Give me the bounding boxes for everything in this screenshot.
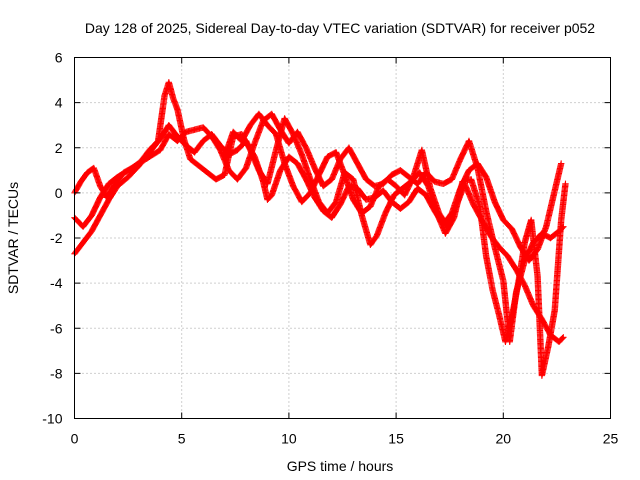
series-track-3	[71, 79, 569, 379]
y-tick-label: -6	[50, 320, 63, 336]
grid-lines	[74, 57, 611, 419]
x-axis-label: GPS time / hours	[287, 458, 394, 474]
y-tick-label: 0	[55, 185, 63, 201]
tick-labels: 0 5 10 15 20 25 -10 -8 -6 -4 -2 0 2 4 6	[42, 50, 618, 447]
data-point-marker	[557, 160, 565, 167]
x-tick-label: 10	[281, 431, 297, 447]
y-tick-label: -4	[50, 275, 63, 291]
data-point-marker	[559, 334, 566, 342]
y-tick-label: -2	[50, 230, 63, 246]
series-track-2	[71, 110, 567, 345]
y-tick-label: 4	[55, 95, 63, 111]
y-tick-label: 2	[55, 140, 63, 156]
data-point-marker	[562, 180, 569, 188]
x-tick-label: 0	[71, 431, 79, 447]
axis-ticks	[74, 57, 611, 419]
x-tick-label: 25	[603, 431, 619, 447]
y-tick-label: 6	[55, 50, 63, 66]
y-tick-label: -10	[42, 411, 62, 427]
chart-title: Day 128 of 2025, Sidereal Day-to-day VTE…	[85, 20, 595, 36]
y-axis-label: SDTVAR / TECUs	[5, 182, 21, 294]
y-tick-label: -8	[50, 365, 63, 381]
x-tick-label: 15	[388, 431, 404, 447]
data-point-marker	[560, 334, 567, 341]
x-tick-label: 5	[178, 431, 186, 447]
x-tick-label: 20	[496, 431, 512, 447]
series-track-4	[221, 110, 567, 345]
data-marks	[71, 79, 569, 379]
